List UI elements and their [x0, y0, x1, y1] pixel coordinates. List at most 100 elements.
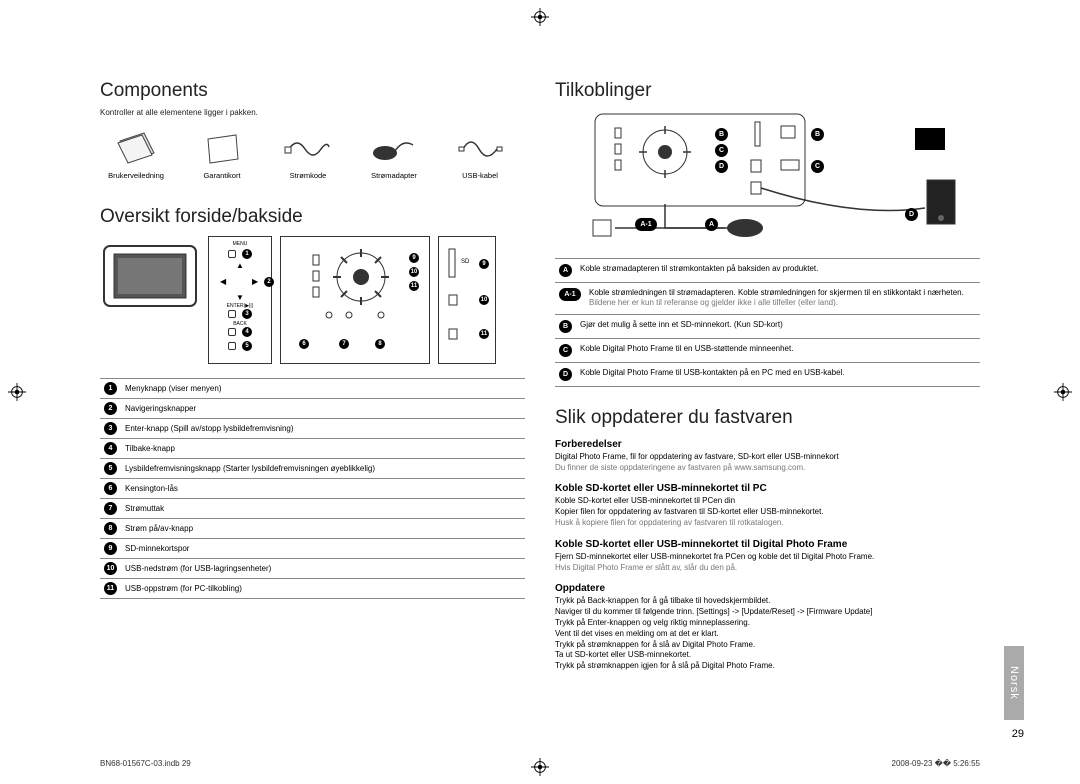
conn-row: A-1 Koble strømledningen til strømadapter…: [555, 282, 980, 314]
update-line: Trykk på Enter-knappen og velg riktig mi…: [555, 618, 980, 629]
component-warranty: Garantikort: [186, 129, 258, 180]
callout-C2: C: [811, 160, 824, 173]
component-label: Strømadapter: [371, 171, 417, 180]
callout-6: 6: [299, 339, 309, 349]
pc-body2: Kopier filen for oppdatering av fastvare…: [555, 507, 980, 518]
parts-table: 1 Menyknapp (viser menyen) 2 Navigeringskna…: [100, 378, 525, 599]
pc-body1: Koble SD-kortet eller USB-minnekortet ti…: [555, 496, 980, 507]
parts-num: 10: [104, 562, 117, 575]
component-label: Brukerveiledning: [108, 171, 164, 180]
parts-row: 3 Enter-knapp (Spill av/stopp lysbildefre…: [100, 418, 525, 438]
parts-row: 10 USB-nedstrøm (for USB-lagringsenheter): [100, 558, 525, 578]
left-column: Components Kontroller at alle elementene…: [100, 80, 525, 672]
label-menu: MENU: [213, 241, 267, 247]
frame-heading: Koble SD-kortet eller USB-minnekortet ti…: [555, 539, 980, 550]
conn-row: A Koble strømadapteren til strømkontakten…: [555, 258, 980, 282]
conn-label: Koble Digital Photo Frame til en USB-stø…: [580, 344, 980, 354]
parts-row: 11 USB-oppstrøm (for PC-tilkobling): [100, 578, 525, 599]
parts-label: SD-minnekortspor: [125, 544, 189, 553]
callout-B: B: [715, 128, 728, 141]
update-line: Ta ut SD-kortet eller USB-minnekortet.: [555, 650, 980, 661]
update-line: Naviger til du kommer til følgende trinn…: [555, 607, 980, 618]
callout-A1: A-1: [635, 218, 657, 231]
pc-heading: Koble SD-kortet eller USB-minnekortet ti…: [555, 483, 980, 494]
firmware-heading: Slik oppdaterer du fastvaren: [555, 407, 980, 429]
powercord-icon: [278, 129, 338, 167]
parts-label: USB-nedstrøm (for USB-lagringsenheter): [125, 564, 271, 573]
button-panel: MENU 1 ▲ ◀ ▶ ▼ 2 ENTER(▶||) 3 BACK: [208, 236, 272, 364]
callout-B2: B: [811, 128, 824, 141]
conn-label: Koble Digital Photo Frame til USB-kontak…: [580, 368, 980, 378]
frontback-heading: Oversikt forside/bakside: [100, 206, 525, 228]
parts-row: 9SD-minnekortspor: [100, 538, 525, 558]
parts-row: 8 Strøm på/av-knapp: [100, 518, 525, 538]
callout-5: 5: [242, 341, 252, 351]
conn-key: A-1: [559, 288, 581, 301]
parts-row: 2 Navigeringsknapper: [100, 398, 525, 418]
footer: BN68-01567C-03.indb 29 2008-09-23 �� 5:2…: [100, 759, 980, 768]
parts-label: Strøm på/av-knapp: [125, 524, 193, 533]
callout-4: 4: [242, 327, 252, 337]
frame-body: Fjern SD-minnekortet eller USB-minnekort…: [555, 552, 980, 563]
conn-key: C: [559, 344, 572, 357]
parts-row: 7Strømuttak: [100, 498, 525, 518]
update-line: Trykk på strømknappen for å slå av Digit…: [555, 640, 980, 651]
front-view: [100, 236, 200, 319]
frontback-diagram: MENU 1 ▲ ◀ ▶ ▼ 2 ENTER(▶||) 3 BACK: [100, 236, 525, 364]
callout-C: C: [715, 144, 728, 157]
components-row: Brukerveiledning Garantikort Strømkode S…: [100, 129, 525, 180]
svg-text:SD: SD: [461, 259, 470, 265]
callout-3: 3: [242, 309, 252, 319]
pc-grey: Husk å kopiere filen for oppdatering av …: [555, 518, 980, 529]
back-center-panel: 6 7 8 9 10 11: [280, 236, 430, 364]
parts-num: 3: [104, 422, 117, 435]
conn-key: A: [559, 264, 572, 277]
manual-icon: [106, 129, 166, 167]
callout-1: 1: [242, 249, 252, 259]
parts-label: Navigeringsknapper: [125, 404, 196, 413]
frame-grey: Hvis Digital Photo Frame er slått av, sl…: [555, 563, 980, 574]
prep-grey: Du finner de siste oppdateringene av fas…: [555, 463, 980, 474]
page-number: 29: [1012, 728, 1024, 740]
update-heading: Oppdatere: [555, 583, 980, 594]
parts-label: USB-oppstrøm (for PC-tilkobling): [125, 584, 242, 593]
callout-10b: 10: [409, 267, 419, 277]
parts-num: 1: [104, 382, 117, 395]
warranty-icon: [192, 129, 252, 167]
conn-row: C Koble Digital Photo Frame til en USB-st…: [555, 338, 980, 362]
component-label: USB-kabel: [462, 171, 498, 180]
conn-key: B: [559, 320, 572, 333]
conn-key: D: [559, 368, 572, 381]
update-line: Vent til det vises en melding om at det …: [555, 629, 980, 640]
conn-label: Koble strømledningen til strømadapteren.…: [589, 288, 980, 298]
parts-label: Menyknapp (viser menyen): [125, 384, 221, 393]
adapter-icon: [364, 129, 424, 167]
callout-A: A: [705, 218, 718, 231]
component-adapter: Strømadapter: [358, 129, 430, 180]
conn-label: Koble strømadapteren til strømkontakten …: [580, 264, 980, 274]
connections-table: A Koble strømadapteren til strømkontakten…: [555, 258, 980, 387]
callout-8: 8: [375, 339, 385, 349]
parts-num: 2: [104, 402, 117, 415]
conn-label: Gjør det mulig å sette inn et SD-minneko…: [580, 320, 980, 330]
callout-D: D: [715, 160, 728, 173]
parts-label: Enter-knapp (Spill av/stopp lysbildefrem…: [125, 424, 294, 433]
parts-row: 4Tilbake-knapp: [100, 438, 525, 458]
components-subtext: Kontroller at alle elementene ligger i p…: [100, 108, 525, 117]
update-line: Trykk på Back-knappen for å gå tilbake t…: [555, 596, 980, 607]
parts-row: 1 Menyknapp (viser menyen): [100, 378, 525, 398]
conn-row: D Koble Digital Photo Frame til USB-konta…: [555, 362, 980, 387]
footer-left: BN68-01567C-03.indb 29: [100, 759, 191, 768]
callout-11: 11: [479, 329, 489, 339]
conn-row: B Gjør det mulig å sette inn et SD-minnek…: [555, 314, 980, 338]
parts-num: 8: [104, 522, 117, 535]
parts-num: 4: [104, 442, 117, 455]
right-column: Tilkoblinger: [555, 80, 980, 672]
conn-grey: Bildene her er kun til referanse og gjel…: [589, 298, 980, 308]
component-manual: Brukerveiledning: [100, 129, 172, 180]
side-port-panel: SD 9 10 11: [438, 236, 496, 364]
parts-num: 11: [104, 582, 117, 595]
callout-D2: D: [905, 208, 918, 221]
parts-num: 6: [104, 482, 117, 495]
connections-heading: Tilkoblinger: [555, 80, 980, 102]
